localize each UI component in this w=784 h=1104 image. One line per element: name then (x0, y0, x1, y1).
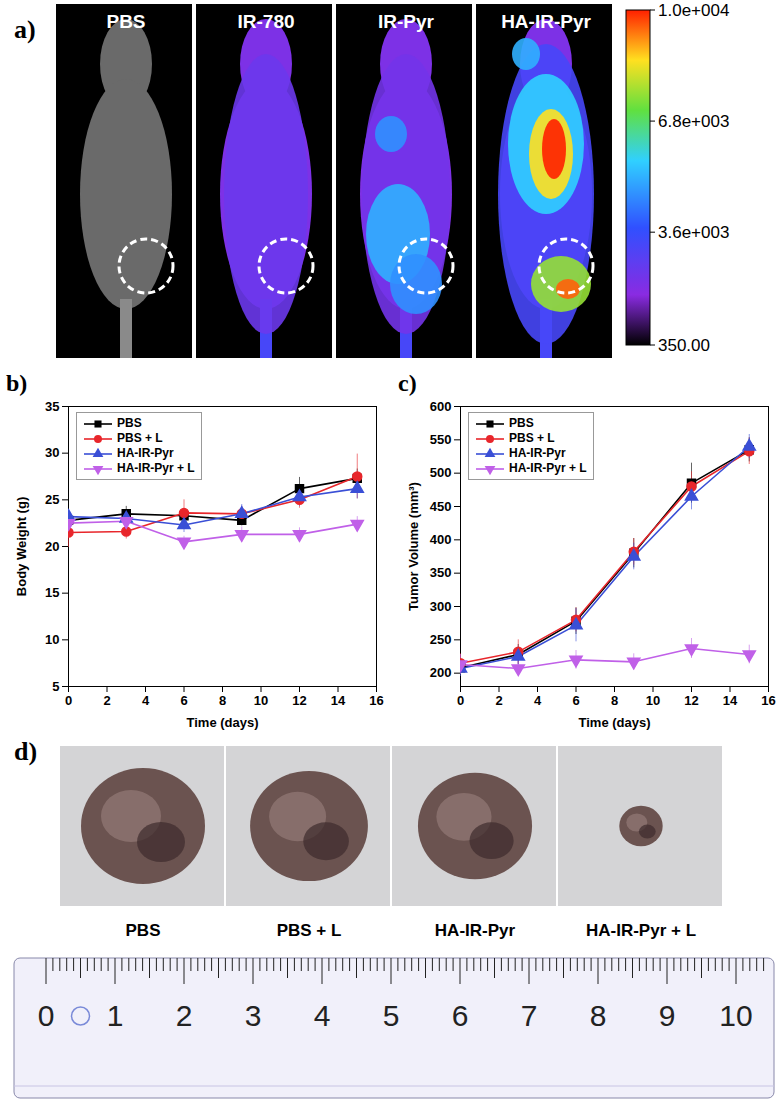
svg-text:10: 10 (719, 999, 752, 1032)
svg-text:16: 16 (761, 693, 775, 708)
svg-text:3: 3 (245, 999, 262, 1032)
svg-text:12: 12 (292, 693, 306, 708)
html-text:HA-IR-Pyr: HA-IR-Pyr (117, 446, 174, 460)
svg-text:a): a) (14, 15, 36, 44)
svg-text:350: 350 (430, 565, 452, 580)
svg-text:350.00: 350.00 (658, 336, 710, 355)
svg-text:0: 0 (65, 693, 72, 708)
svg-text:200: 200 (430, 665, 452, 680)
svg-text:Tumor Volume (mm³): Tumor Volume (mm³) (406, 482, 421, 611)
svg-text:8: 8 (219, 693, 226, 708)
svg-text:HA-IR-Pyr: HA-IR-Pyr (501, 11, 591, 32)
svg-text:550: 550 (430, 432, 452, 447)
svg-text:16: 16 (369, 693, 383, 708)
svg-text:400: 400 (430, 532, 452, 547)
svg-text:12: 12 (684, 693, 698, 708)
svg-text:Body Weight (g): Body Weight (g) (14, 497, 29, 596)
svg-text:0: 0 (457, 693, 464, 708)
svg-text:9: 9 (659, 999, 676, 1032)
html-text:PBS + L: PBS + L (117, 431, 163, 445)
svg-text:PBS: PBS (106, 11, 145, 32)
svg-text:500: 500 (430, 465, 452, 480)
svg-text:10: 10 (254, 693, 268, 708)
svg-text:HA-IR-Pyr + L: HA-IR-Pyr + L (586, 921, 696, 940)
html-text:c): c) (398, 370, 417, 396)
svg-text:250: 250 (430, 632, 452, 647)
svg-text:8: 8 (611, 693, 618, 708)
svg-text:300: 300 (430, 599, 452, 614)
svg-text:1.0e+004: 1.0e+004 (658, 1, 729, 20)
html-text:PBS: PBS (509, 416, 534, 430)
svg-text:10: 10 (646, 693, 660, 708)
svg-text:2: 2 (103, 693, 110, 708)
svg-text:5: 5 (52, 679, 59, 694)
svg-text:5: 5 (383, 999, 400, 1032)
svg-text:15: 15 (45, 585, 59, 600)
svg-text:30: 30 (45, 445, 59, 460)
svg-text:6: 6 (180, 693, 187, 708)
svg-text:14: 14 (331, 693, 346, 708)
svg-text:d): d) (14, 737, 37, 766)
svg-text:6: 6 (452, 999, 469, 1032)
svg-text:2: 2 (176, 999, 193, 1032)
svg-text:Time (days): Time (days) (578, 715, 650, 730)
html-text:PBS: PBS (117, 416, 142, 430)
svg-text:2: 2 (495, 693, 502, 708)
svg-text:4: 4 (142, 693, 150, 708)
svg-text:7: 7 (521, 999, 538, 1032)
svg-text:PBS + L: PBS + L (277, 921, 342, 940)
svg-text:IR-780: IR-780 (237, 11, 294, 32)
svg-text:4: 4 (314, 999, 331, 1032)
html-text:HA-IR-Pyr + L: HA-IR-Pyr + L (117, 461, 195, 475)
svg-text:25: 25 (45, 492, 59, 507)
svg-text:600: 600 (430, 399, 452, 414)
svg-text:450: 450 (430, 499, 452, 514)
svg-text:14: 14 (723, 693, 738, 708)
svg-text:6.8e+003: 6.8e+003 (658, 112, 729, 131)
svg-text:6: 6 (572, 693, 579, 708)
svg-text:35: 35 (45, 399, 59, 414)
html-text:HA-IR-Pyr: HA-IR-Pyr (509, 446, 566, 460)
svg-text:0: 0 (38, 999, 55, 1032)
svg-text:3.6e+003: 3.6e+003 (658, 223, 729, 242)
svg-text:Time (days): Time (days) (186, 715, 258, 730)
svg-text:IR-Pyr: IR-Pyr (378, 11, 435, 32)
html-text:b): b) (6, 370, 28, 396)
html-text:PBS + L: PBS + L (509, 431, 555, 445)
svg-text:4: 4 (534, 693, 542, 708)
svg-text:20: 20 (45, 539, 59, 554)
svg-text:8: 8 (590, 999, 607, 1032)
html-text:HA-IR-Pyr + L: HA-IR-Pyr + L (509, 461, 587, 475)
svg-text:1: 1 (107, 999, 124, 1032)
svg-text:HA-IR-Pyr: HA-IR-Pyr (435, 921, 516, 940)
svg-text:10: 10 (45, 632, 59, 647)
svg-text:PBS: PBS (126, 921, 161, 940)
